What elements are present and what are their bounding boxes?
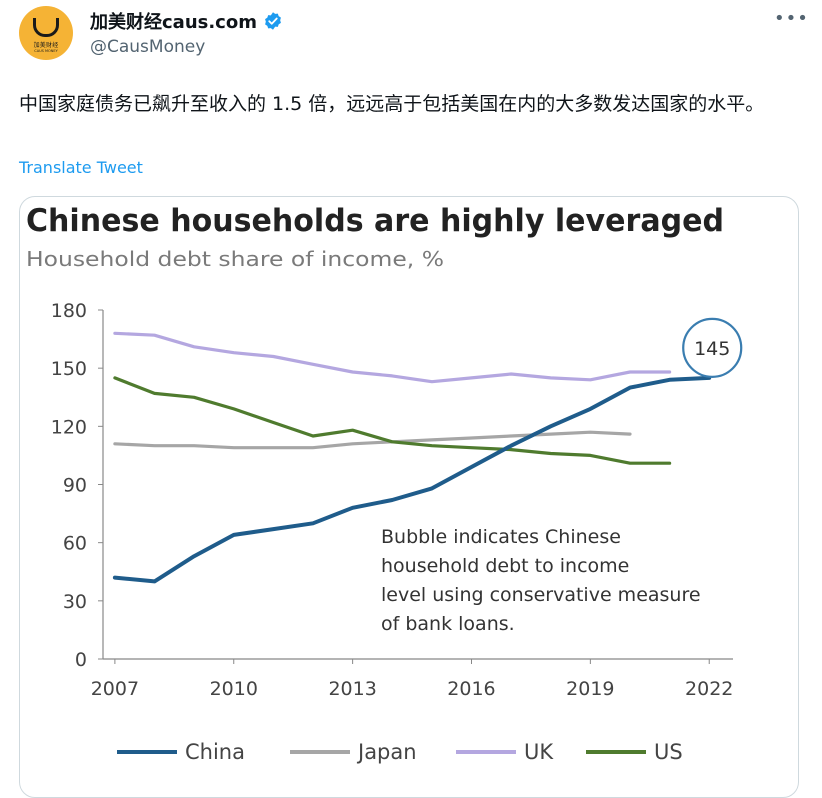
author-handle[interactable]: @CausMoney <box>90 37 206 57</box>
value-bubble <box>682 317 743 378</box>
y-tick-label: 90 <box>63 475 87 497</box>
author-display-name[interactable]: 加美财经caus.com <box>90 12 257 33</box>
verified-badge-icon <box>265 12 281 30</box>
y-tick-label: 150 <box>51 358 87 380</box>
tweet-media-card[interactable]: Chinese households are highly leveraged … <box>19 196 799 798</box>
chart-bubble-layer: 145 <box>682 317 743 378</box>
chart-title: Chinese households are highly leveraged <box>26 203 724 239</box>
x-tick-label: 2016 <box>447 678 495 700</box>
y-tick-label: 180 <box>51 300 87 322</box>
x-tick-label: 2022 <box>685 678 733 700</box>
chart-legend: China Japan UK US <box>117 740 683 764</box>
author-name-row: 加美财经caus.com <box>90 8 283 34</box>
y-tick-label: 60 <box>63 533 87 555</box>
legend-label-us: US <box>654 740 683 764</box>
series-line-china <box>112 375 712 584</box>
series-line-uk <box>113 331 672 384</box>
y-tick-label: 120 <box>51 416 87 438</box>
chart: Chinese households are highly leveraged … <box>26 203 743 764</box>
x-tick-label: 2013 <box>328 678 376 700</box>
y-tick-label: 0 <box>75 649 87 671</box>
chart-series-layer <box>112 331 712 584</box>
legend-label-japan: Japan <box>356 740 417 764</box>
legend-label-china: China <box>185 740 245 764</box>
x-tick-label: 2007 <box>91 678 139 700</box>
x-tick-label: 2019 <box>566 678 614 700</box>
tweet-text: 中国家庭债务已飙升至收入的 1.5 倍，远远高于包括美国在内的大多数发达国家的水… <box>19 93 765 115</box>
avatar-logo-icon <box>33 17 59 37</box>
avatar[interactable]: 加美财经 CAUS MONEY <box>19 6 73 60</box>
chart-annotation: Bubble indicates Chinese household debt t… <box>381 526 701 635</box>
chart-subtitle: Household debt share of income, % <box>26 247 444 271</box>
avatar-brand-subtext: CAUS MONEY <box>34 48 58 53</box>
series-line-japan <box>113 430 632 450</box>
y-tick-label: 30 <box>63 591 87 613</box>
chart-annotation-line: household debt to income <box>381 555 629 577</box>
chart-annotation-line: of bank loans. <box>381 613 515 635</box>
legend-label-uk: UK <box>524 740 554 764</box>
more-horizontal-icon[interactable]: ••• <box>774 8 809 29</box>
x-tick-label: 2010 <box>210 678 258 700</box>
series-line-us <box>113 376 672 465</box>
chart-annotation-line: level using conservative measure <box>381 584 701 606</box>
avatar-brand-text: 加美财经 <box>33 41 59 49</box>
chart-annotation-line: Bubble indicates Chinese <box>381 526 621 548</box>
value-bubble-label: 145 <box>694 338 730 360</box>
chart-axes: 0 30 60 90 120 150 180 2007 2010 2013 2016 2019 2022 <box>51 300 734 700</box>
translate-tweet-link[interactable]: Translate Tweet <box>19 158 143 177</box>
